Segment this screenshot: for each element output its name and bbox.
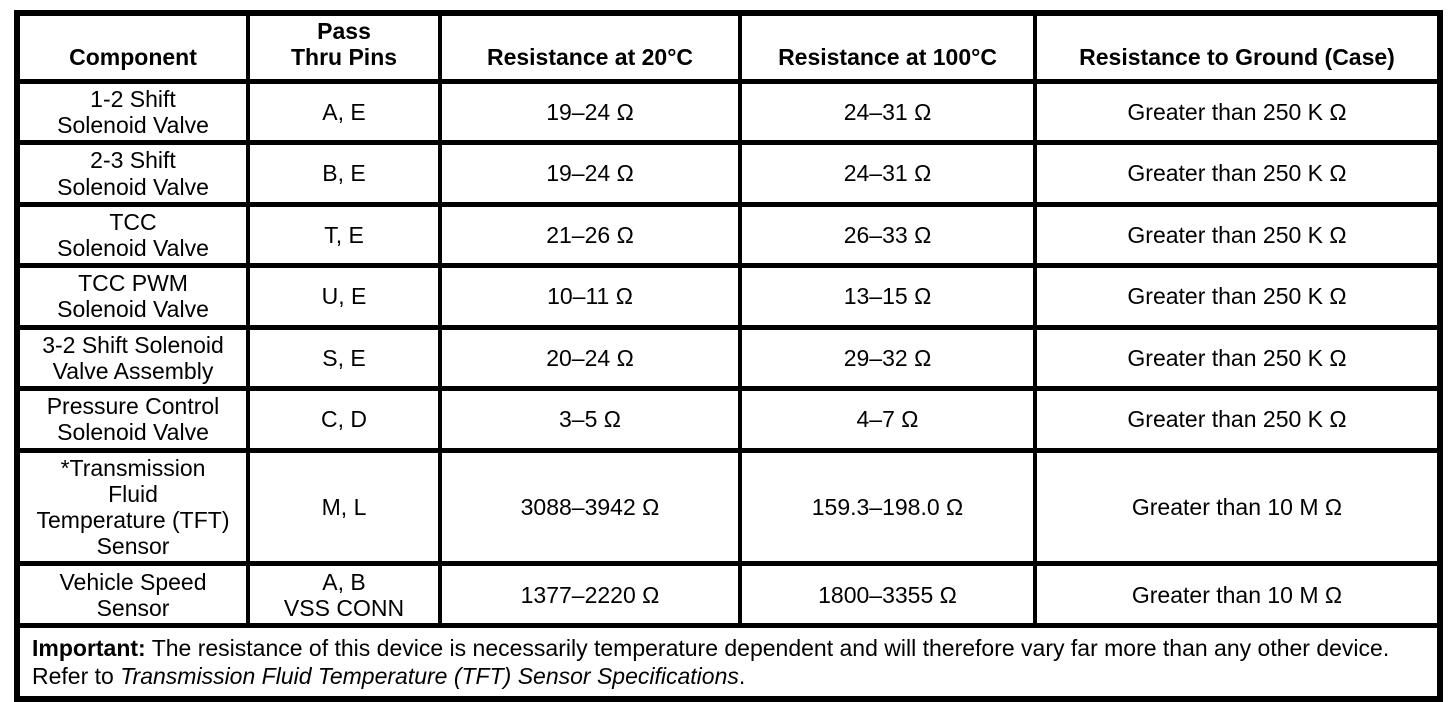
resistance-100c-cell: 24–31 Ω: [738, 78, 1037, 146]
component-cell: *Transmission Fluid Temperature (TFT) Se…: [15, 447, 250, 567]
col-header-pass-thru-pins: Pass Thru Pins: [246, 10, 442, 84]
important-note: Important: The resistance of this device…: [15, 623, 1442, 702]
col-header-resistance-ground: Resistance to Ground (Case): [1033, 10, 1442, 84]
table-row: 1-2 Shift Solenoid Valve A, E 19–24 Ω 24…: [15, 78, 1442, 146]
component-cell: 1-2 Shift Solenoid Valve: [15, 78, 250, 146]
col-header-resistance-100c: Resistance at 100°C: [738, 10, 1037, 84]
table-row: 2-3 Shift Solenoid Valve B, E 19–24 Ω 24…: [15, 140, 1442, 207]
resistance-20c-cell: 19–24 Ω: [438, 78, 742, 146]
resistance-100c-cell: 29–32 Ω: [738, 324, 1037, 392]
resistance-100c-cell: 24–31 Ω: [738, 140, 1037, 207]
resistance-20c-cell: 3088–3942 Ω: [438, 447, 742, 567]
document-page: Component Pass Thru Pins Resistance at 2…: [14, 10, 1443, 702]
resistance-20c-cell: 10–11 Ω: [438, 263, 742, 330]
resistance-100c-cell: 26–33 Ω: [738, 201, 1037, 269]
pins-cell: T, E: [246, 201, 442, 269]
resistance-20c-cell: 20–24 Ω: [438, 324, 742, 392]
component-cell: TCC Solenoid Valve: [15, 201, 250, 269]
resistance-100c-cell: 159.3–198.0 Ω: [738, 447, 1037, 567]
pins-cell: A, E: [246, 78, 442, 146]
ground-resistance-cell: Greater than 250 K Ω: [1033, 78, 1442, 146]
component-cell: TCC PWM Solenoid Valve: [15, 263, 250, 330]
table-row: TCC Solenoid Valve T, E 21–26 Ω 26–33 Ω …: [15, 201, 1442, 269]
resistance-100c-cell: 13–15 Ω: [738, 263, 1037, 330]
ground-resistance-cell: Greater than 10 M Ω: [1033, 561, 1442, 629]
table-row: TCC PWM Solenoid Valve U, E 10–11 Ω 13–1…: [15, 263, 1442, 330]
component-cell: Vehicle Speed Sensor: [15, 561, 250, 629]
ground-resistance-cell: Greater than 250 K Ω: [1033, 386, 1442, 453]
ground-resistance-cell: Greater than 10 M Ω: [1033, 447, 1442, 567]
ground-resistance-cell: Greater than 250 K Ω: [1033, 201, 1442, 269]
table-row: *Transmission Fluid Temperature (TFT) Se…: [15, 447, 1442, 567]
resistance-spec-table: Component Pass Thru Pins Resistance at 2…: [14, 10, 1443, 702]
table-row: Pressure Control Solenoid Valve C, D 3–5…: [15, 386, 1442, 453]
resistance-20c-cell: 21–26 Ω: [438, 201, 742, 269]
table-row: Vehicle Speed Sensor A, B VSS CONN 1377–…: [15, 561, 1442, 629]
pins-cell: U, E: [246, 263, 442, 330]
resistance-20c-cell: 1377–2220 Ω: [438, 561, 742, 629]
resistance-100c-cell: 1800–3355 Ω: [738, 561, 1037, 629]
pins-cell: A, B VSS CONN: [246, 561, 442, 629]
important-note-label: Important:: [32, 635, 146, 662]
component-cell: 2-3 Shift Solenoid Valve: [15, 140, 250, 207]
table-row: 3-2 Shift Solenoid Valve Assembly S, E 2…: [15, 324, 1442, 392]
ground-resistance-cell: Greater than 250 K Ω: [1033, 140, 1442, 207]
ground-resistance-cell: Greater than 250 K Ω: [1033, 324, 1442, 392]
col-header-component: Component: [15, 10, 250, 84]
component-cell: Pressure Control Solenoid Valve: [15, 386, 250, 453]
header-row: Component Pass Thru Pins Resistance at 2…: [15, 10, 1442, 84]
col-header-resistance-20c: Resistance at 20°C: [438, 10, 742, 84]
ground-resistance-cell: Greater than 250 K Ω: [1033, 263, 1442, 330]
important-note-reference: Transmission Fluid Temperature (TFT) Sen…: [120, 663, 739, 690]
pins-cell: S, E: [246, 324, 442, 392]
pins-cell: C, D: [246, 386, 442, 453]
resistance-20c-cell: 19–24 Ω: [438, 140, 742, 207]
component-cell: 3-2 Shift Solenoid Valve Assembly: [15, 324, 250, 392]
important-note-period: .: [738, 663, 746, 690]
important-note-row: Important: The resistance of this device…: [15, 623, 1442, 702]
pins-cell: M, L: [246, 447, 442, 567]
resistance-20c-cell: 3–5 Ω: [438, 386, 742, 453]
resistance-100c-cell: 4–7 Ω: [738, 386, 1037, 453]
pins-cell: B, E: [246, 140, 442, 207]
